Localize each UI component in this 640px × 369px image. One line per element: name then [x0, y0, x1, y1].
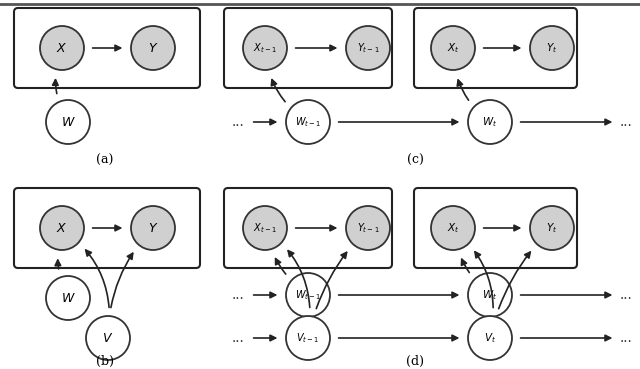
Circle shape [243, 26, 287, 70]
Circle shape [346, 26, 390, 70]
Circle shape [286, 273, 330, 317]
Text: ...: ... [232, 288, 244, 302]
Circle shape [40, 206, 84, 250]
Text: $Y$: $Y$ [148, 221, 158, 235]
Text: $W_{t-1}$: $W_{t-1}$ [295, 115, 321, 129]
Text: $W_t$: $W_t$ [483, 115, 498, 129]
Circle shape [286, 316, 330, 360]
Circle shape [46, 100, 90, 144]
Text: $V_t$: $V_t$ [484, 331, 496, 345]
Text: $X_t$: $X_t$ [447, 41, 460, 55]
Text: $W_{t-1}$: $W_{t-1}$ [295, 288, 321, 302]
Circle shape [86, 316, 130, 360]
Text: $X_{t-1}$: $X_{t-1}$ [253, 41, 277, 55]
Text: ...: ... [620, 288, 632, 302]
Circle shape [468, 316, 512, 360]
Circle shape [40, 26, 84, 70]
Text: $W_t$: $W_t$ [483, 288, 498, 302]
Text: $Y_{t-1}$: $Y_{t-1}$ [356, 221, 380, 235]
Text: (c): (c) [406, 154, 424, 166]
Text: $W$: $W$ [61, 115, 76, 128]
Circle shape [468, 100, 512, 144]
Text: ...: ... [620, 331, 632, 345]
Circle shape [431, 206, 475, 250]
Circle shape [243, 206, 287, 250]
Circle shape [530, 206, 574, 250]
Text: $Y$: $Y$ [148, 41, 158, 55]
Circle shape [468, 273, 512, 317]
Circle shape [530, 26, 574, 70]
Text: $W$: $W$ [61, 292, 76, 304]
Text: $X_{t-1}$: $X_{t-1}$ [253, 221, 277, 235]
Circle shape [431, 26, 475, 70]
Text: ...: ... [620, 115, 632, 129]
Text: $V$: $V$ [102, 331, 114, 345]
Text: $X_t$: $X_t$ [447, 221, 460, 235]
Circle shape [131, 26, 175, 70]
Text: (d): (d) [406, 355, 424, 368]
Circle shape [346, 206, 390, 250]
Circle shape [286, 100, 330, 144]
Text: $Y_t$: $Y_t$ [547, 41, 557, 55]
Text: $V_{t-1}$: $V_{t-1}$ [296, 331, 319, 345]
Text: (b): (b) [96, 355, 114, 368]
Text: $Y_t$: $Y_t$ [547, 221, 557, 235]
Text: ...: ... [232, 331, 244, 345]
Text: $X$: $X$ [56, 221, 68, 235]
Text: ...: ... [232, 115, 244, 129]
Circle shape [131, 206, 175, 250]
Circle shape [46, 276, 90, 320]
Text: $X$: $X$ [56, 41, 68, 55]
Text: $Y_{t-1}$: $Y_{t-1}$ [356, 41, 380, 55]
Text: (a): (a) [96, 154, 114, 166]
